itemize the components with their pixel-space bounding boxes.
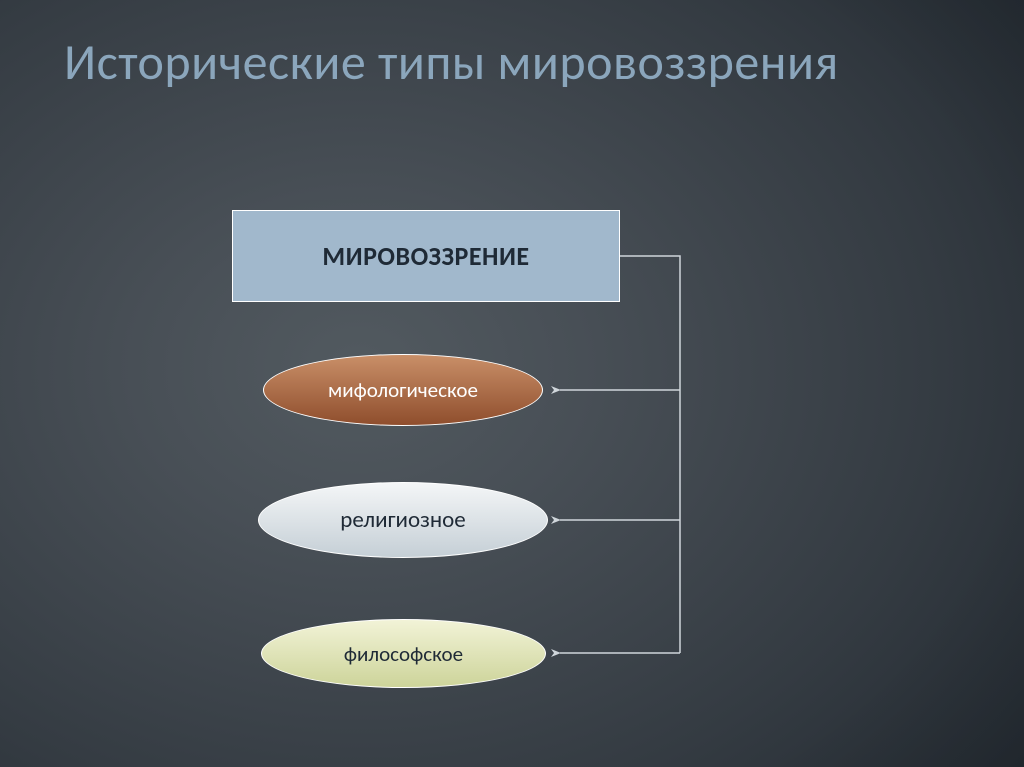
child-node-mythological: мифологическое bbox=[263, 354, 543, 426]
child-node-religious: религиозное bbox=[258, 482, 548, 558]
root-node-label: МИРОВОЗЗРЕНИЕ bbox=[322, 240, 529, 272]
child-node-label: мифологическое bbox=[328, 377, 478, 403]
root-node-worldview: МИРОВОЗЗРЕНИЕ bbox=[232, 210, 620, 302]
slide-title: Исторические типы мировоззрения bbox=[64, 34, 839, 92]
child-node-philosophical: философское bbox=[261, 619, 546, 688]
child-node-label: философское bbox=[344, 641, 463, 667]
child-node-label: религиозное bbox=[340, 506, 465, 534]
